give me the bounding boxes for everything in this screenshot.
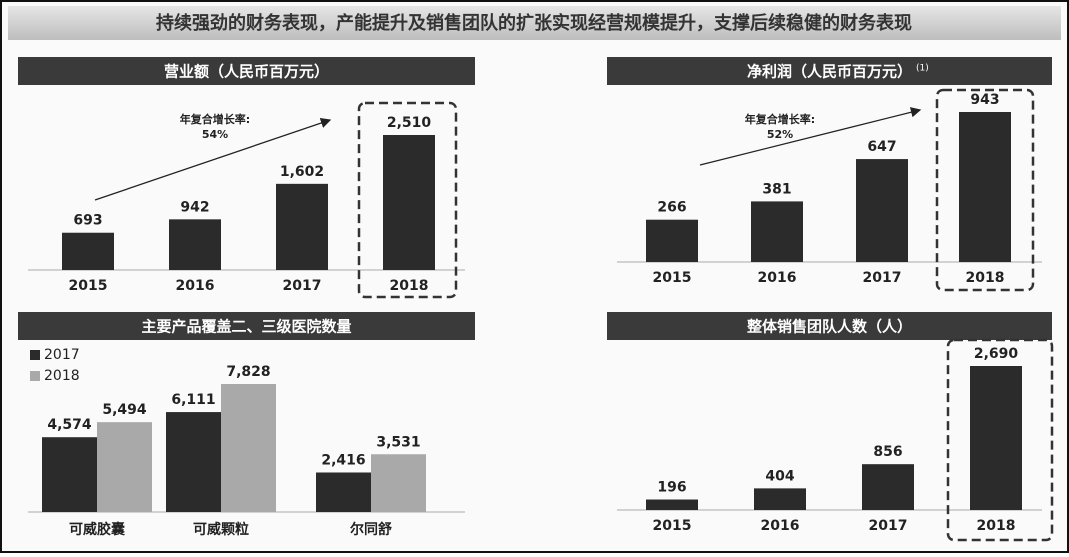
value-label: 942 [180, 199, 209, 215]
chart-title: 主要产品覆盖二、三级医院数量 [141, 318, 351, 336]
value-label: 6,111 [171, 392, 215, 408]
value-label: 266 [657, 200, 686, 216]
legend-swatch [30, 350, 40, 360]
bar [970, 366, 1022, 510]
x-tick-label: 2017 [863, 270, 902, 286]
value-label: 4,574 [47, 417, 92, 433]
bar [862, 464, 914, 510]
value-label: 856 [873, 444, 902, 460]
highlight-box [357, 101, 458, 299]
value-label: 2,510 [387, 115, 432, 131]
chart-header [607, 312, 1052, 340]
x-tick-label: 尔同舒 [350, 521, 392, 538]
chart-title: 营业额（人民币百万元） [164, 63, 329, 81]
bar [959, 112, 1011, 262]
x-tick-label: 可威颗粒 [193, 521, 249, 538]
bar [316, 472, 371, 512]
bar [169, 219, 221, 270]
chart-header [18, 57, 475, 85]
annotation: 年复合增长率: [180, 112, 250, 126]
value-label: 693 [73, 213, 102, 229]
value-label: 943 [970, 92, 999, 108]
x-tick-label: 2015 [69, 278, 108, 294]
x-tick-label: 2016 [761, 518, 800, 534]
bar [221, 384, 276, 512]
value-label: 1,602 [280, 164, 324, 180]
value-label: 2,416 [321, 452, 365, 468]
x-tick-label: 2018 [966, 270, 1005, 286]
title-bar [8, 6, 1061, 40]
x-tick-label: 2015 [653, 518, 692, 534]
bar [371, 454, 426, 512]
bar [646, 499, 698, 510]
bar [856, 159, 908, 262]
x-tick-label: 2017 [283, 278, 322, 294]
bar [62, 232, 114, 270]
x-tick-label: 2016 [176, 278, 215, 294]
x-tick-label: 2016 [758, 270, 797, 286]
x-tick-label: 2017 [869, 518, 908, 534]
value-label: 2,690 [974, 346, 1019, 362]
legend-label: 2017 [44, 347, 80, 363]
annotation: 52% [767, 128, 793, 141]
value-label: 3,531 [376, 434, 420, 450]
chart-header [607, 57, 1052, 85]
bar [97, 422, 152, 512]
bar [751, 201, 803, 262]
x-tick-label: 2015 [653, 270, 692, 286]
bar [383, 135, 435, 270]
bar [166, 412, 221, 512]
legend-label: 2018 [44, 368, 80, 384]
growth-arrow [699, 107, 922, 166]
page-title: 持续强劲的财务表现，产能提升及销售团队的扩张实现经营规模提升，支撑后续稳健的财务… [156, 12, 912, 34]
bar [276, 183, 328, 270]
x-tick-label: 可威胶囊 [69, 521, 126, 538]
value-label: 7,828 [226, 364, 270, 380]
chart-title: 净利润（人民币百万元） [747, 63, 912, 81]
bar [42, 437, 97, 512]
value-label: 647 [867, 139, 896, 155]
chart-header [18, 312, 475, 340]
title-note: (1) [916, 64, 929, 74]
value-label: 5,494 [102, 402, 147, 418]
bar [646, 219, 698, 262]
highlight-box [935, 88, 1035, 292]
highlight-box [946, 338, 1054, 542]
value-label: 196 [657, 480, 686, 496]
legend-swatch [30, 371, 40, 381]
bar [754, 488, 806, 510]
x-tick-label: 2018 [390, 278, 429, 294]
value-label: 404 [765, 468, 794, 484]
x-tick-label: 2018 [977, 518, 1016, 534]
annotation: 年复合增长率: [745, 112, 815, 126]
chart-title: 整体销售团队人数（人） [747, 318, 912, 336]
value-label: 381 [762, 181, 791, 197]
growth-arrow [94, 118, 332, 201]
annotation: 54% [202, 128, 228, 141]
